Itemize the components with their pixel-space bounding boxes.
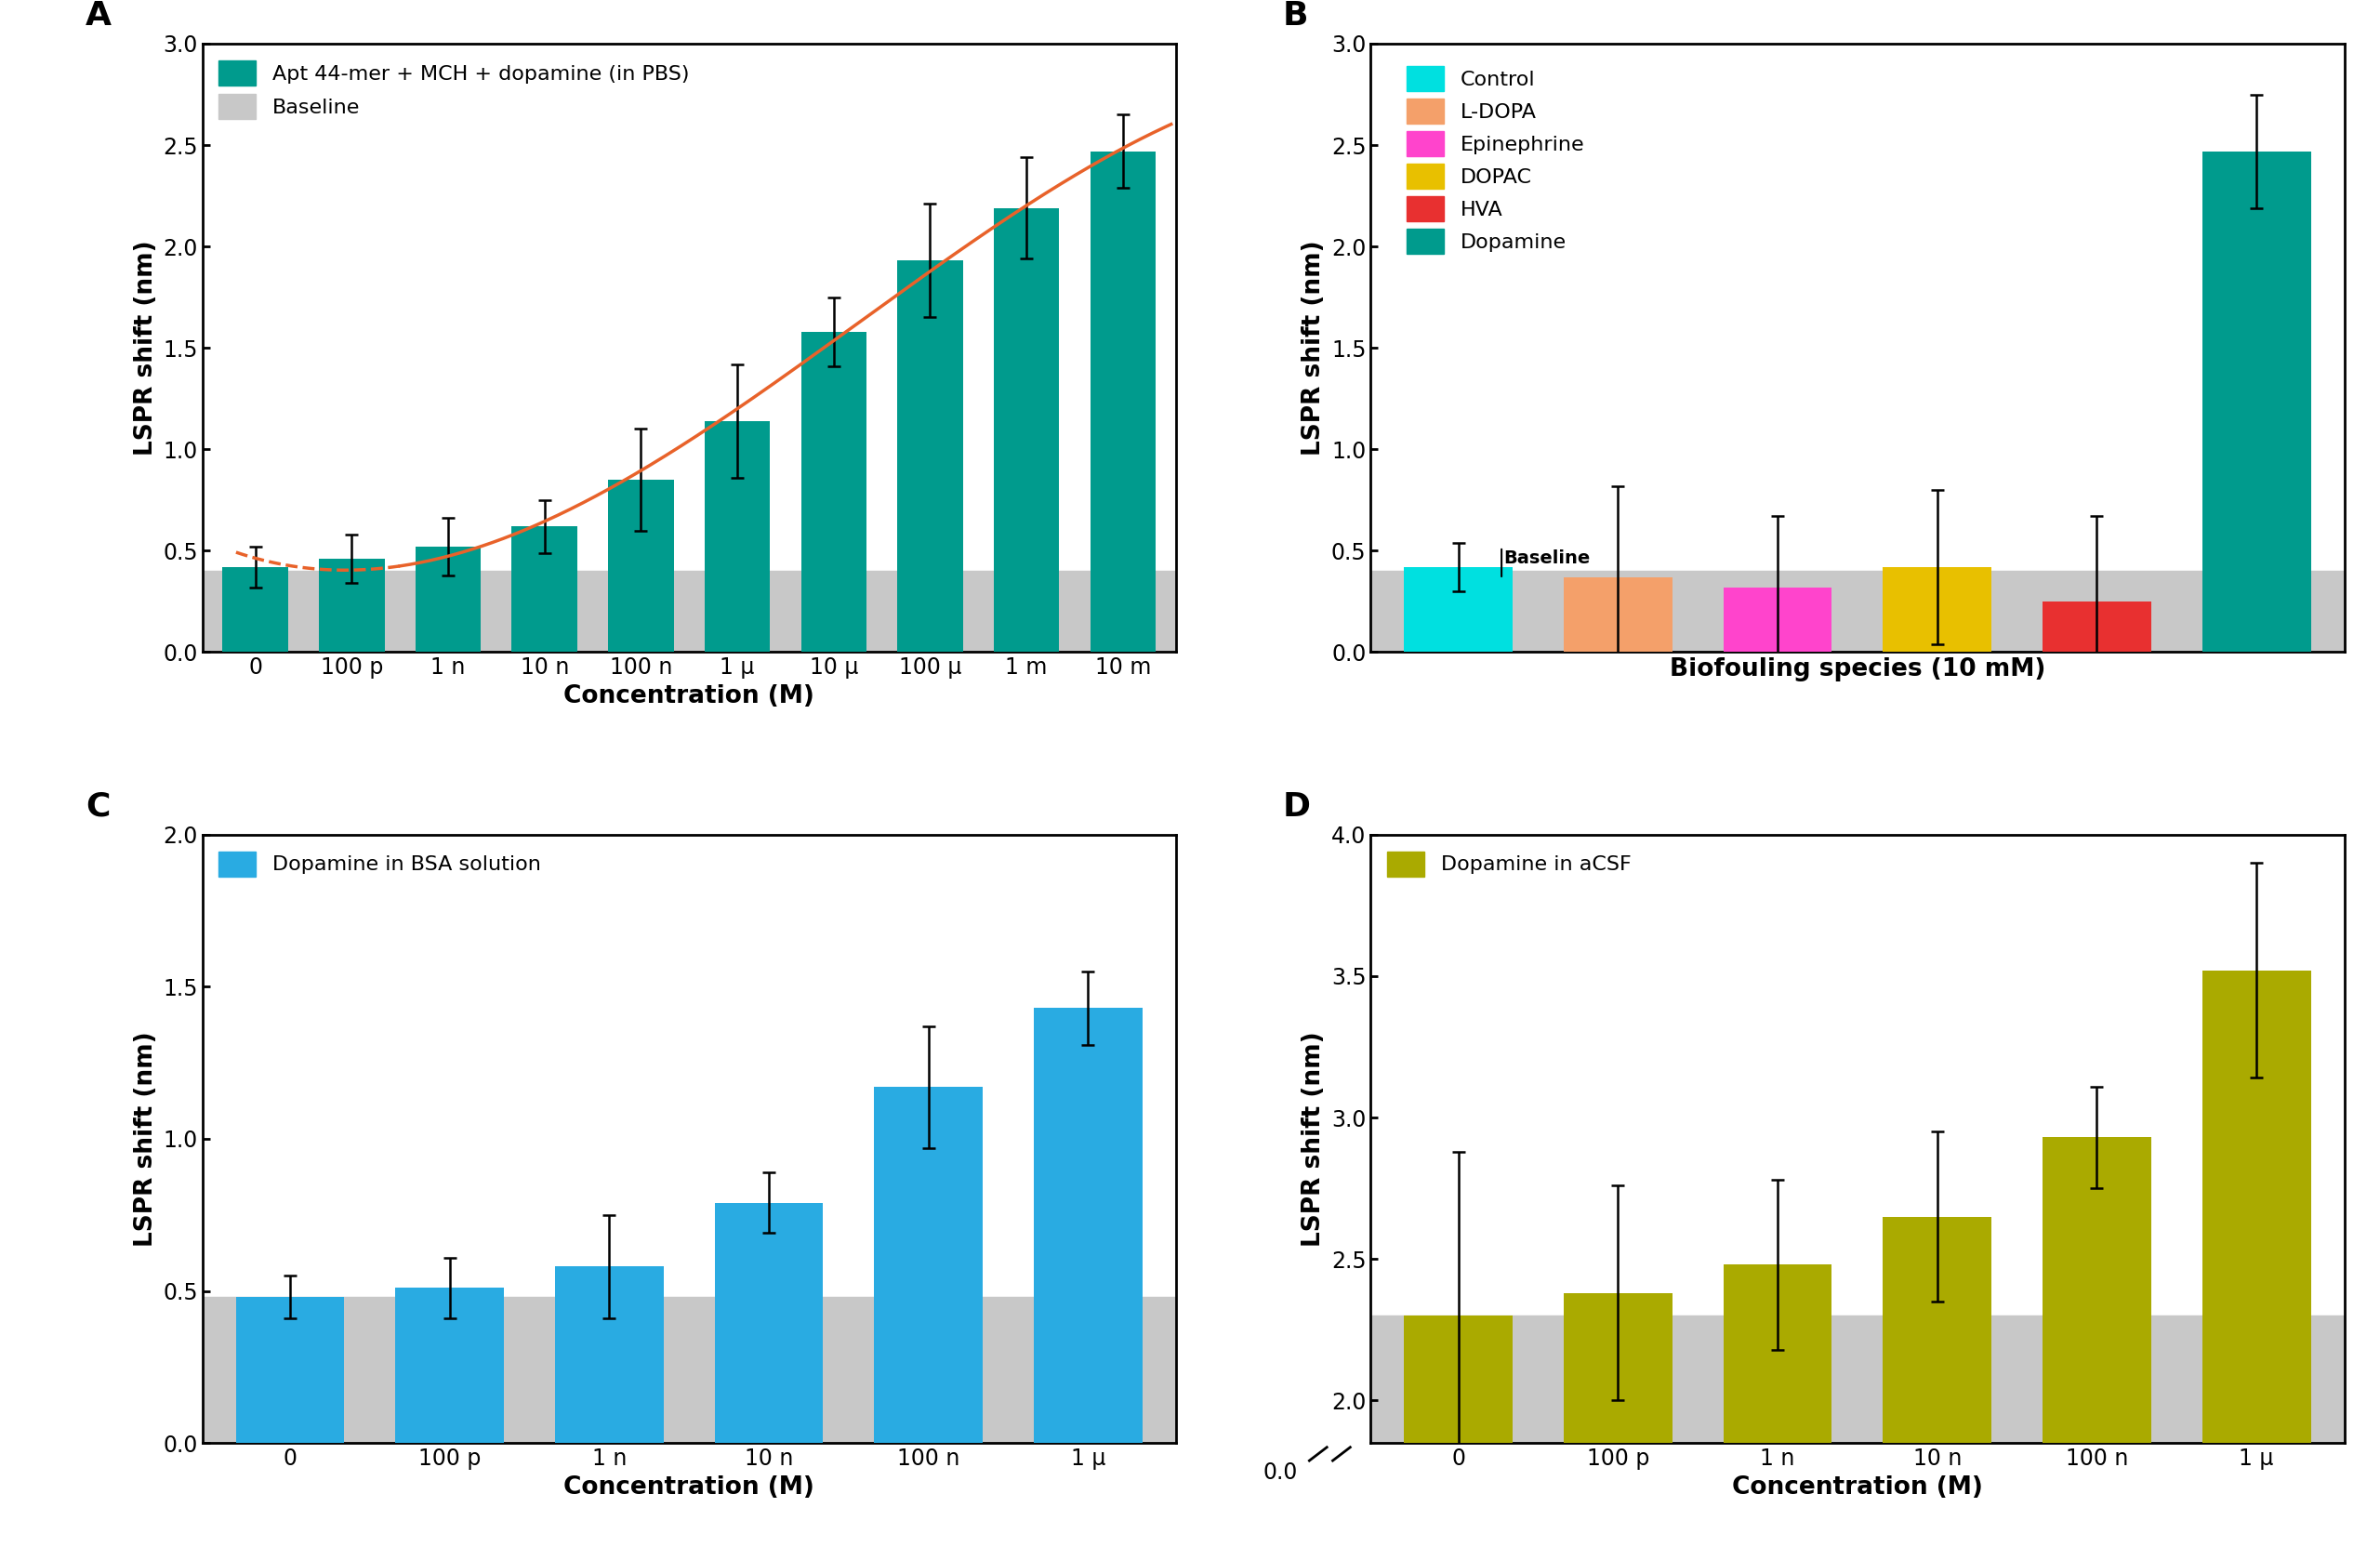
Bar [1404,1315,1514,1560]
Bar [1033,1008,1142,1443]
Bar [555,1267,664,1443]
Bar [1723,1265,1833,1560]
X-axis label: Concentration (M): Concentration (M) [1733,1476,1983,1499]
Text: D: D [1283,791,1311,822]
Y-axis label: LSPR shift (nm): LSPR shift (nm) [1302,1031,1326,1246]
Bar [1564,577,1673,652]
Text: A: A [86,0,112,31]
Bar [1723,587,1833,652]
Bar [2202,970,2311,1560]
Bar [236,1296,345,1443]
Bar [395,1289,505,1443]
Text: Baseline: Baseline [1504,549,1590,566]
Bar [2042,1137,2152,1560]
Bar [202,1296,1176,1443]
Bar [1090,151,1157,652]
Bar [704,421,771,652]
Text: C: C [86,791,109,822]
Y-axis label: LSPR shift (nm): LSPR shift (nm) [1302,240,1326,456]
Bar [609,480,674,652]
Legend: Dopamine in BSA solution: Dopamine in BSA solution [212,846,547,883]
Bar [802,332,866,652]
Bar [2042,602,2152,652]
Legend: Control, L-DOPA, Epinephrine, DOPAC, HVA, Dopamine: Control, L-DOPA, Epinephrine, DOPAC, HVA… [1399,61,1590,261]
Bar [319,558,386,652]
Bar [2202,151,2311,652]
Bar [1404,566,1514,652]
Text: 0.0: 0.0 [1264,1462,1297,1484]
Bar [897,261,964,652]
Y-axis label: LSPR shift (nm): LSPR shift (nm) [133,1031,157,1246]
Bar [714,1203,823,1443]
Bar [224,566,288,652]
Y-axis label: LSPR shift (nm): LSPR shift (nm) [133,240,157,456]
Bar [1371,1315,2344,1443]
X-axis label: Concentration (M): Concentration (M) [564,685,814,708]
Bar [1883,566,1992,652]
Legend: Apt 44-mer + MCH + dopamine (in PBS), Baseline: Apt 44-mer + MCH + dopamine (in PBS), Ba… [212,55,695,125]
Bar [202,571,1176,652]
X-axis label: Biofouling species (10 mM): Biofouling species (10 mM) [1668,657,2044,682]
Bar [416,546,481,652]
Bar [512,526,578,652]
Legend: Dopamine in aCSF: Dopamine in aCSF [1380,846,1637,883]
X-axis label: Concentration (M): Concentration (M) [564,1476,814,1499]
Text: B: B [1283,0,1309,31]
Bar [1371,571,2344,652]
Bar [1564,1293,1673,1560]
Bar [873,1087,983,1443]
Bar [995,207,1059,652]
Bar [1883,1217,1992,1560]
